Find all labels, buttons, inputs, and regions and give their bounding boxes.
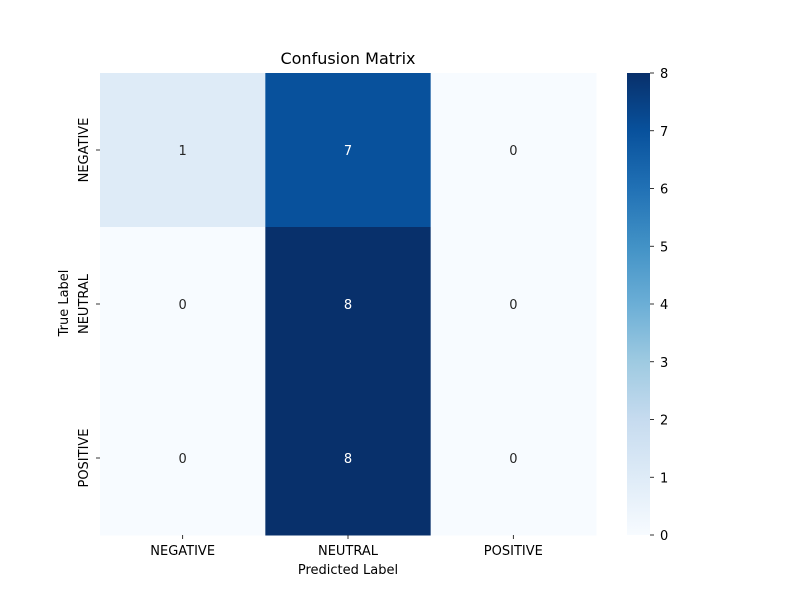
x-tick-label: POSITIVE — [484, 544, 543, 559]
heatmap-cell — [430, 381, 597, 536]
cell-value-label: 0 — [509, 144, 517, 159]
chart-title: Confusion Matrix — [280, 49, 415, 68]
y-tick-label: NEGATIVE — [77, 118, 92, 183]
colorbar-tick-label: 5 — [660, 240, 668, 255]
colorbar-tick-label: 8 — [660, 67, 668, 82]
colorbar-tick-label: 6 — [660, 183, 668, 198]
colorbar-tick-label: 1 — [660, 471, 668, 486]
heatmap-cell — [100, 227, 266, 382]
heatmap-cell — [100, 73, 266, 228]
cell-value-label: 0 — [509, 452, 517, 467]
colorbar-tick-label: 2 — [660, 414, 668, 429]
x-axis-label: Predicted Label — [298, 563, 398, 578]
heatmap-cell — [430, 227, 597, 382]
y-axis-ticks: NEGATIVE NEUTRAL POSITIVE — [77, 118, 100, 488]
cell-value-label: 0 — [179, 452, 187, 467]
cell-value-label: 7 — [344, 144, 352, 159]
colorbar-ticks: 0 1 2 3 4 5 6 7 8 — [650, 67, 668, 544]
heatmap-cell — [430, 73, 597, 228]
x-tick-label: NEUTRAL — [318, 544, 379, 559]
heatmap-cell — [265, 227, 432, 382]
colorbar-tick-label: 4 — [660, 298, 668, 313]
heatmap-cells: 1 7 0 0 8 0 0 8 0 — [100, 73, 597, 536]
y-tick-label: NEUTRAL — [77, 273, 92, 334]
x-axis-ticks: NEGATIVE NEUTRAL POSITIVE — [150, 535, 543, 559]
heatmap-cell — [100, 381, 266, 536]
cell-value-label: 0 — [509, 298, 517, 313]
x-tick-label: NEGATIVE — [150, 544, 215, 559]
cell-value-label: 0 — [179, 298, 187, 313]
colorbar-tick-label: 0 — [660, 529, 668, 544]
heatmap-cell — [265, 73, 432, 228]
colorbar-tick-label: 3 — [660, 356, 668, 371]
y-tick-label: POSITIVE — [77, 428, 92, 487]
cell-value-label: 8 — [344, 452, 352, 467]
colorbar — [627, 73, 650, 535]
colorbar-tick-label: 7 — [660, 125, 668, 140]
cell-value-label: 1 — [179, 144, 187, 159]
y-axis-label: True Label — [57, 270, 72, 338]
cell-value-label: 8 — [344, 298, 352, 313]
heatmap-cell — [265, 381, 432, 536]
